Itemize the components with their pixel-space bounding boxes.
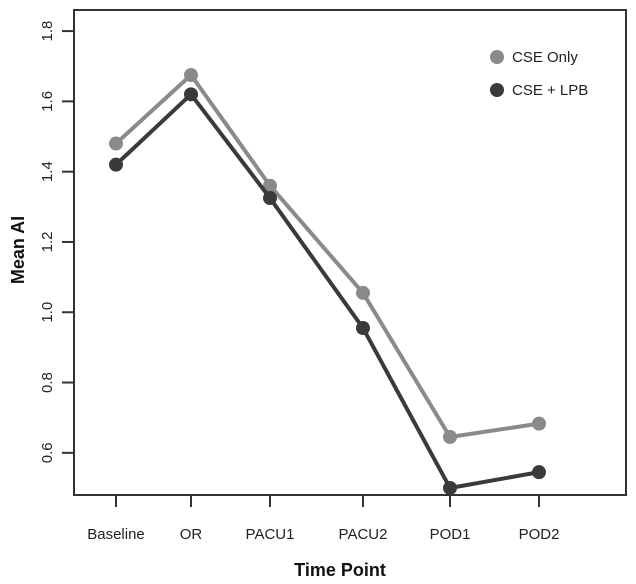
y-tick-label: 0.8 xyxy=(39,372,56,393)
x-axis: Baseline OR PACU1 PACU2 POD1 POD2 xyxy=(87,495,559,543)
plot-frame xyxy=(73,9,627,496)
y-tick-label: 1.0 xyxy=(39,302,56,323)
x-tick-label: PACU1 xyxy=(246,526,295,543)
y-tick-label: 1.2 xyxy=(39,232,56,253)
data-point-cse-lpb xyxy=(184,87,198,102)
y-tick-label: 1.4 xyxy=(39,161,56,182)
y-tick-label: 1.6 xyxy=(39,91,56,112)
legend-marker-cse-only xyxy=(490,50,504,64)
data-point-cse-lpb xyxy=(109,157,123,172)
x-tick-label: Baseline xyxy=(87,526,145,543)
x-tick-label: POD1 xyxy=(430,526,471,543)
data-point-cse-lpb xyxy=(356,321,370,336)
series-layer xyxy=(109,68,546,495)
y-axis: 0.6 0.8 1.0 1.2 1.4 1.6 1.8 xyxy=(39,21,74,463)
legend: CSE Only CSE + LPB xyxy=(490,49,588,99)
y-tick-label: 1.8 xyxy=(39,21,56,42)
data-point-cse-only xyxy=(356,285,370,300)
data-point-cse-only xyxy=(532,416,546,431)
y-tick-label: 0.6 xyxy=(39,442,56,463)
data-point-cse-only xyxy=(109,136,123,151)
x-tick-label: PACU2 xyxy=(339,526,388,543)
series-line-cse-only xyxy=(114,73,540,440)
legend-label-cse-lpb: CSE + LPB xyxy=(512,82,588,99)
data-point-cse-lpb xyxy=(532,465,546,480)
x-tick-label: POD2 xyxy=(519,526,560,543)
y-axis-title: Mean AI xyxy=(8,216,28,284)
series-line-cse-lpb xyxy=(114,92,540,490)
series-cse-only xyxy=(109,68,546,445)
x-tick-label: OR xyxy=(180,526,203,543)
data-point-cse-lpb xyxy=(443,480,457,495)
data-point-cse-only xyxy=(184,68,198,83)
data-point-cse-lpb xyxy=(263,191,277,206)
series-cse-lpb xyxy=(109,87,546,495)
data-point-cse-only xyxy=(443,430,457,445)
data-point-cse-only xyxy=(263,178,277,193)
legend-label-cse-only: CSE Only xyxy=(512,49,578,66)
legend-marker-cse-lpb xyxy=(490,83,504,97)
x-axis-title: Time Point xyxy=(294,560,386,580)
